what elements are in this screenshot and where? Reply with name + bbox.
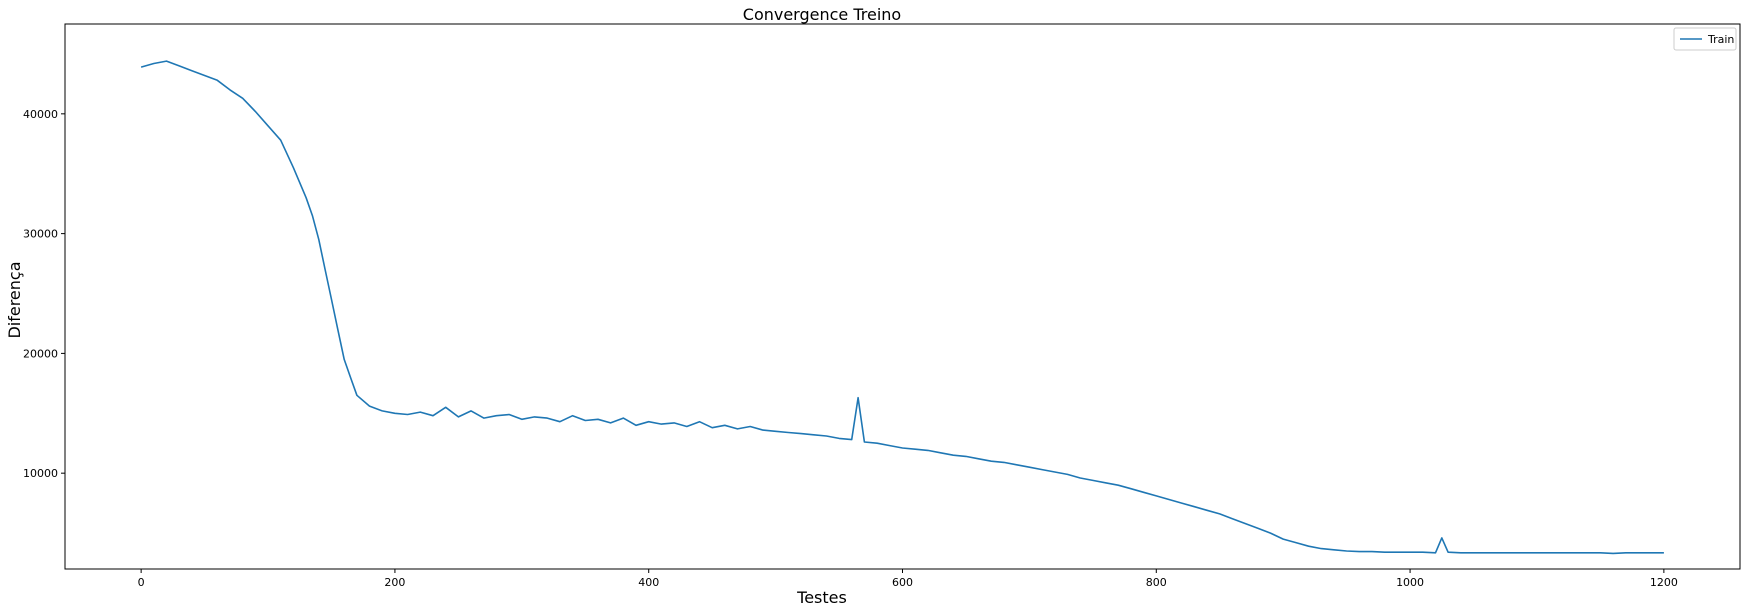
legend-label: Train	[1707, 33, 1734, 46]
x-tick-label: 1000	[1396, 576, 1424, 589]
y-axis-title: Diferença	[5, 261, 24, 338]
x-tick-label: 200	[384, 576, 405, 589]
legend-box	[1673, 27, 1737, 51]
plot-area: 0 200 400 600 800 1000 1200 10000 20000 30000 4000…	[23, 23, 1741, 589]
y-tick-label: 30000	[23, 228, 58, 241]
chart-title: Convergence Treino	[743, 5, 901, 24]
series-line-train	[140, 60, 1664, 555]
axes-frame	[64, 23, 1741, 570]
x-tick-label: 0	[138, 576, 145, 589]
y-tick-label: 20000	[23, 347, 58, 360]
y-tick-label: 40000	[23, 108, 58, 121]
x-tick-label: 600	[892, 576, 913, 589]
x-tick-label: 800	[1146, 576, 1167, 589]
x-axis-title: Testes	[796, 588, 847, 607]
x-tick-label: 400	[638, 576, 659, 589]
x-tick-label: 1200	[1650, 576, 1678, 589]
legend: Train	[1673, 27, 1737, 51]
y-tick-label: 10000	[23, 467, 58, 480]
